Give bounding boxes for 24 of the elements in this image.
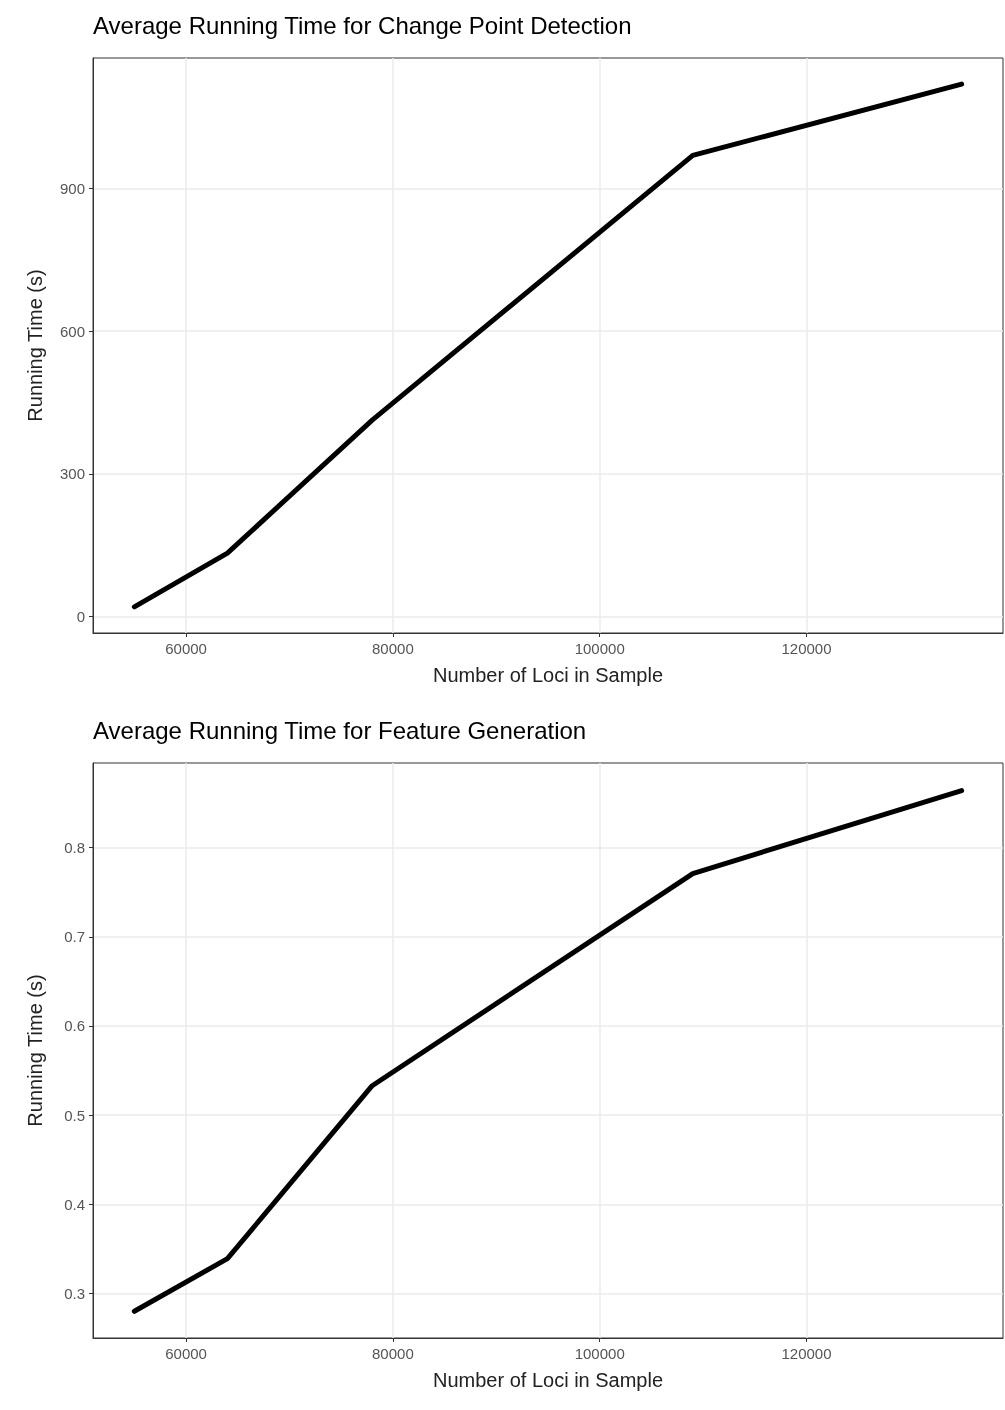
y-tick-label: 900: [59, 180, 85, 198]
x-tick-label: 80000: [372, 1345, 414, 1362]
x-tick-label: 100000: [574, 1345, 625, 1362]
y-axis-title: Running Time (s): [24, 269, 46, 422]
x-tick-label: 60000: [165, 1345, 207, 1362]
x-tick-label: 80000: [372, 640, 414, 657]
chart-title: Average Running Time for Feature Generation: [93, 716, 587, 744]
x-tick-label: 120000: [781, 1345, 832, 1362]
y-tick-label: 0: [76, 607, 85, 625]
x-tick-label: 120000: [781, 640, 832, 657]
y-tick-label: 0.5: [64, 1106, 85, 1124]
x-axis-title: Number of Loci in Sample: [432, 1369, 664, 1391]
y-tick-label: 0.4: [64, 1195, 85, 1213]
x-tick-label: 100000: [574, 640, 625, 657]
x-axis-title: Number of Loci in Sample: [432, 664, 664, 686]
y-axis-title: Running Time (s): [24, 974, 46, 1127]
chart-title: Average Running Time for Change Point Detection: [93, 11, 632, 39]
y-tick-label: 600: [59, 322, 85, 340]
y-tick-label: 300: [59, 465, 85, 483]
x-tick-label: 60000: [165, 640, 207, 657]
y-tick-label: 0.8: [64, 839, 85, 857]
y-tick-label: 0.3: [64, 1284, 85, 1302]
y-tick-label: 0.7: [64, 928, 85, 946]
y-tick-label: 0.6: [64, 1017, 85, 1035]
